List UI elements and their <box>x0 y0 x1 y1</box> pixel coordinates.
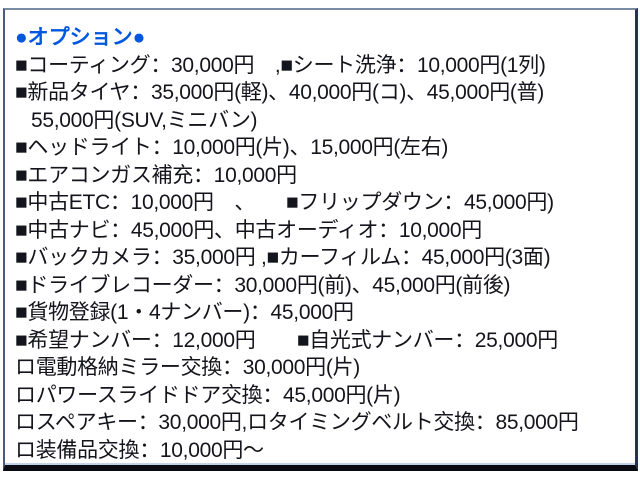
option-line-equipment-replace: ロ装備品交換：10,000円～ <box>15 438 264 462</box>
option-line-desired-number-plate: ■希望ナンバー：12,000円 ■自光式ナンバー：25,000円 <box>15 328 558 352</box>
options-panel-title: ●オプション● <box>15 26 146 49</box>
option-line-cargo-registration: ■貨物登録(1・4ナンバー)：45,000円 <box>15 301 354 324</box>
option-line-spare-key-timing-belt: ロスペアキー：30,000円,ロタイミングベルト交換：85,000円 <box>15 411 579 434</box>
options-panel: ●オプション● ■コーティング：30,000円 ,■シート洗浄：10,000円(… <box>3 8 638 471</box>
option-line-power-mirror-replace: ロ電動格納ミラー交換：30,000円(片) <box>15 356 360 379</box>
option-line-used-etc-flipdown: ■中古ETC：10,000円 、 ■フリップダウン：45,000円) <box>15 191 554 214</box>
option-line-power-slide-door-replace: ロパワースライドドア交換：45,000円(片) <box>15 383 401 407</box>
option-line-coating-seat-wash: ■コーティング：30,000円 ,■シート洗浄：10,000円(1列) <box>15 53 546 77</box>
option-line-aircon-gas: ■エアコンガス補充：10,000円 <box>15 163 297 187</box>
option-line-new-tires: ■新品タイヤ：35,000円(軽)、40,000円(コ)、45,000円(普) <box>15 81 545 104</box>
option-line-new-tires-continued: 55,000円(SUV,ミニバン) <box>31 108 258 132</box>
option-line-used-navi-audio: ■中古ナビ：45,000円、中古オーディオ：10,000円 <box>15 218 482 242</box>
option-line-headlight: ■ヘッドライト：10,000円(片)、15,000円(左右) <box>15 136 449 159</box>
option-line-backcamera-carfilm: ■バックカメラ：35,000円 ,■カーフィルム：45,000円(3面) <box>15 246 551 269</box>
option-line-drive-recorder: ■ドライブレコーダー：30,000円(前)、45,000円(前後) <box>15 273 511 297</box>
